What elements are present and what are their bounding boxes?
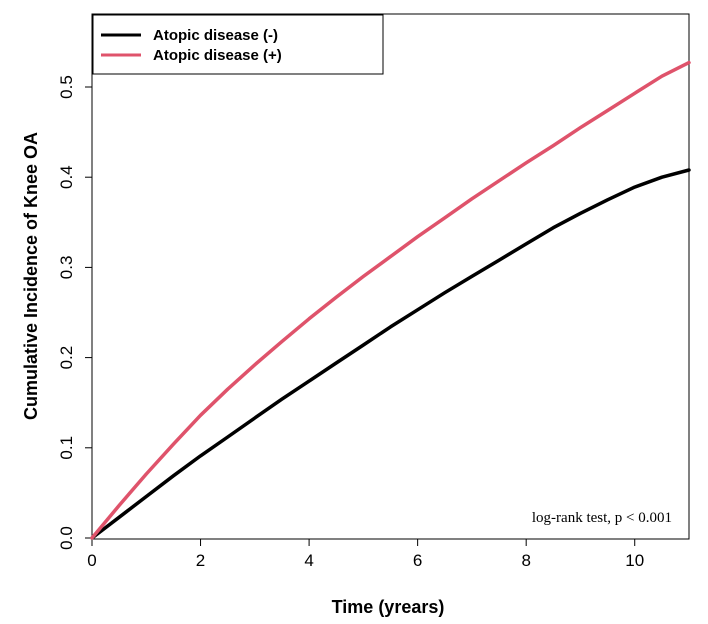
legend-box — [92, 14, 384, 75]
plot-frame — [91, 13, 690, 540]
series-layer — [90, 60, 691, 540]
x-tick-label: 4 — [304, 551, 313, 570]
y-axis: 0.0 0.1 0.2 0.3 0.4 0.5 — [57, 75, 92, 550]
x-tick-label: 8 — [521, 551, 530, 570]
x-axis: 0 2 4 6 8 10 — [87, 539, 644, 570]
y-tick-label: 0.5 — [57, 75, 76, 99]
x-tick-label: 6 — [413, 551, 422, 570]
series-line-atopic-positive — [90, 60, 691, 540]
y-tick-label: 0.4 — [57, 165, 76, 189]
x-axis-title: Time (yrears) — [332, 597, 445, 617]
y-axis-title: Cumulative Incidence of Knee OA — [21, 132, 41, 420]
log-rank-annotation: log-rank test, p < 0.001 — [532, 510, 672, 526]
legend-label-atopic-positive: Atopic disease (+) — [153, 47, 282, 64]
y-tick-label: 0.0 — [57, 526, 76, 550]
x-tick-label: 2 — [196, 551, 205, 570]
x-tick-label: 0 — [87, 551, 96, 570]
series-line-atopic-negative — [90, 168, 691, 540]
y-tick-label: 0.1 — [57, 436, 76, 460]
y-tick-label: 0.3 — [57, 256, 76, 280]
legend: Atopic disease (-) Atopic disease (+) — [92, 14, 384, 75]
legend-label-atopic-negative: Atopic disease (-) — [153, 27, 278, 44]
y-tick-label: 0.2 — [57, 346, 76, 370]
x-tick-label: 10 — [625, 551, 644, 570]
